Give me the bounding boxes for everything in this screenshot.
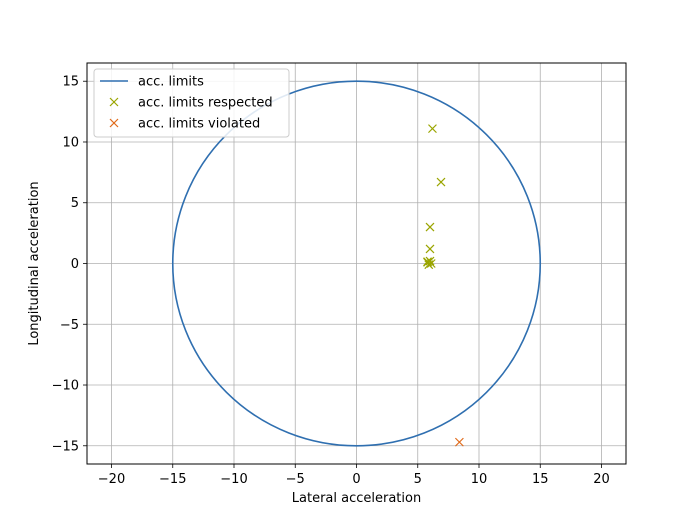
x-axis-label: Lateral acceleration — [292, 491, 421, 506]
legend-box — [93, 68, 290, 138]
legend-label: acc. limits violated — [138, 117, 260, 132]
respected-point-marker — [428, 124, 437, 134]
x-tick-label: −5 — [286, 472, 305, 487]
y-tick-label: −15 — [52, 439, 79, 454]
x-tick-label: 10 — [471, 472, 488, 487]
legend-item: acc. limits — [100, 75, 204, 90]
legend-label: acc. limits respected — [138, 96, 273, 111]
respected-point-marker — [436, 177, 446, 187]
y-tick-label: −5 — [60, 318, 79, 333]
x-tick-label: 5 — [414, 472, 422, 487]
x-tick-label: −15 — [159, 472, 186, 487]
x-tick-label: 0 — [352, 472, 360, 487]
respected-point-marker — [423, 257, 432, 267]
y-axis-label: Longitudinal acceleration — [27, 181, 42, 345]
x-tick-label: −10 — [220, 472, 247, 487]
series-layer — [171, 80, 542, 447]
y-tick-label: 0 — [71, 257, 79, 272]
y-tick-label: 10 — [62, 135, 79, 150]
legend-item: acc. limits respected — [109, 96, 273, 111]
respected-point-marker — [425, 244, 435, 254]
legend-item: acc. limits violated — [109, 117, 260, 132]
violated-point-marker — [454, 437, 464, 447]
legend: acc. limits acc. limits respected acc. lim… — [93, 68, 290, 138]
x-tick-label: −20 — [98, 472, 125, 487]
legend-label: acc. limits — [138, 75, 204, 90]
tick-layer: −20 −15 −10 −5 0 5 10 15 20 −15 −10 −5 0 5 10 15 — [52, 75, 610, 487]
respected-point-marker — [424, 260, 434, 270]
y-tick-label: 5 — [71, 196, 79, 211]
respected-point-marker — [425, 222, 435, 232]
x-tick-label: 15 — [532, 472, 549, 487]
limit-circle-line — [171, 80, 542, 447]
legend-x-marker-icon — [109, 118, 119, 128]
grid-layer — [87, 63, 626, 464]
y-tick-label: 15 — [62, 75, 79, 90]
x-tick-label: 20 — [593, 472, 610, 487]
legend-x-marker-icon — [109, 97, 119, 107]
y-tick-label: −10 — [52, 379, 79, 394]
